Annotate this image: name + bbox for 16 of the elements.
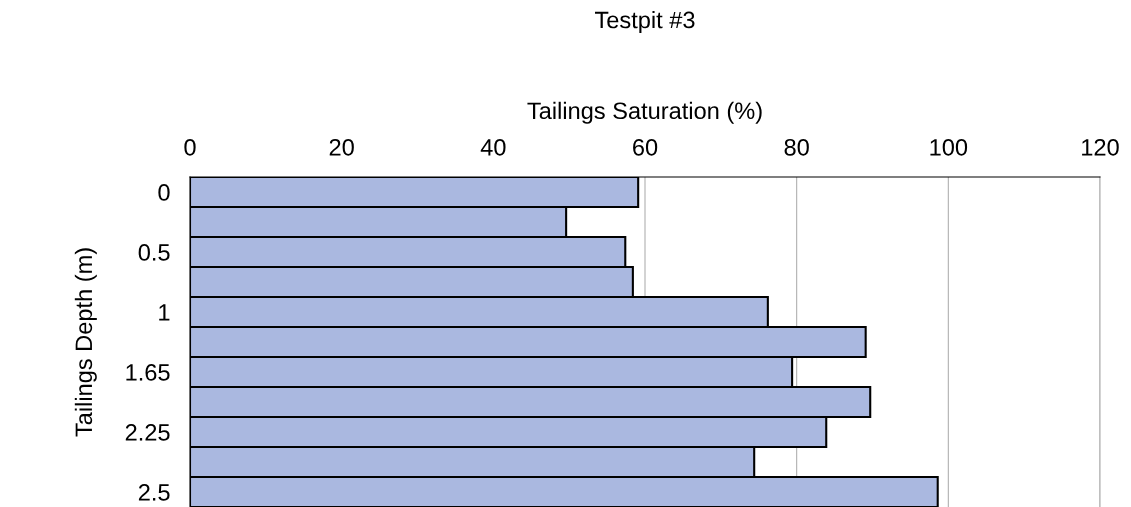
x-tick-label: 80 — [784, 138, 809, 156]
x-tick-label: 100 — [930, 138, 968, 156]
chart-title: Testpit #3 — [595, 11, 695, 33]
y-tick-label: 1.65 — [126, 364, 170, 381]
y-tick-label: 2.5 — [138, 484, 170, 501]
y-tick-label: 0.5 — [138, 244, 170, 261]
y-tick-label: 2.25 — [125, 424, 170, 441]
y-tick-label: 1 — [159, 304, 170, 321]
y-tick-label: 0 — [158, 184, 170, 201]
x-tick-label: 120 — [1082, 138, 1119, 156]
x-tick-label: 20 — [329, 138, 354, 156]
x-tick-label: 60 — [633, 138, 658, 156]
y-axis-title: Tailings Depth (m) — [74, 248, 97, 437]
x-axis-title: Tailings Saturation (%) — [527, 101, 762, 124]
x-tick-label: 40 — [480, 138, 506, 156]
x-tick-label: 0 — [184, 138, 196, 156]
